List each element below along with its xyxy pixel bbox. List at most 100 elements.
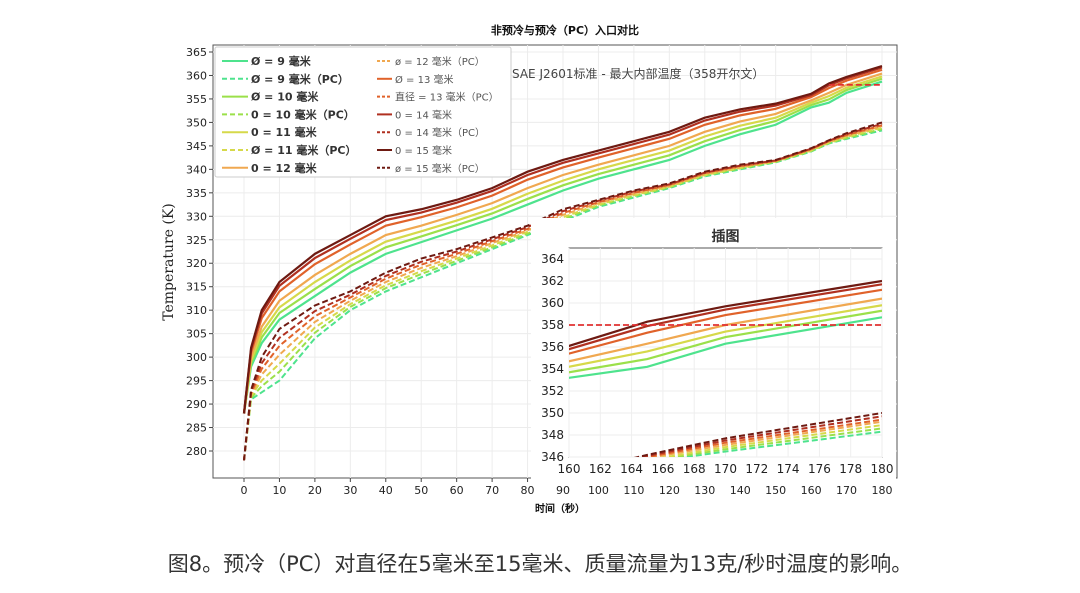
series-line bbox=[569, 309, 882, 374]
series-line bbox=[569, 297, 882, 363]
legend-label: ø = 12 毫米（PC） bbox=[395, 55, 485, 68]
y-tick-label: 320 bbox=[186, 257, 207, 270]
y-tick-label: 300 bbox=[186, 351, 207, 364]
x-tick-label: 60 bbox=[450, 484, 464, 497]
y-tick-label: 350 bbox=[186, 116, 207, 129]
legend-label: Ø = 9 毫米（PC） bbox=[251, 72, 349, 86]
y-axis-label: Temperature (K) bbox=[161, 203, 177, 321]
inset-series-group bbox=[569, 279, 882, 457]
x-tick-label: 170 bbox=[836, 484, 857, 497]
series-line bbox=[243, 121, 883, 461]
inset-y-tick-label: 346 bbox=[541, 450, 564, 464]
inset-x-tick-label: 168 bbox=[683, 462, 706, 476]
series-line bbox=[633, 412, 882, 457]
series-line bbox=[679, 430, 882, 457]
x-tick-label: 110 bbox=[623, 484, 644, 497]
legend-label: 0 = 14 毫米（PC） bbox=[395, 126, 485, 139]
legend-label: 0 = 14 毫米 bbox=[395, 108, 452, 121]
inset-x-tick-label: 162 bbox=[589, 462, 612, 476]
x-tick-label: 40 bbox=[379, 484, 393, 497]
inset-y-tick-label: 356 bbox=[541, 340, 564, 354]
series-line bbox=[242, 72, 883, 414]
legend-label: ø = 15 毫米（PC） bbox=[395, 162, 485, 175]
series-line bbox=[242, 75, 883, 414]
y-tick-label: 310 bbox=[186, 304, 207, 317]
series-line bbox=[647, 420, 882, 457]
y-tick-label: 340 bbox=[186, 163, 207, 176]
y-tick-label: 285 bbox=[186, 422, 207, 435]
y-tick-label: 345 bbox=[186, 140, 207, 153]
y-tick-label: 360 bbox=[186, 69, 207, 82]
inset-y-tick-label: 352 bbox=[541, 384, 564, 398]
inset-x-tick-label: 174 bbox=[777, 462, 800, 476]
x-tick-label: 30 bbox=[343, 484, 357, 497]
inset-y-tick-label: 348 bbox=[541, 428, 564, 442]
y-tick-label: 295 bbox=[186, 375, 207, 388]
figure-caption: 图8。预冷（PC）对直径在5毫米至15毫米、质量流量为13克/秒时温度的影响。 bbox=[167, 552, 913, 576]
series-line bbox=[569, 283, 882, 351]
series-line bbox=[569, 316, 882, 379]
inset-x-tick-label: 170 bbox=[714, 462, 737, 476]
series-line bbox=[242, 77, 883, 414]
legend-label: 0 = 12 毫米 bbox=[251, 161, 318, 175]
legend-label: Ø = 10 毫米 bbox=[251, 90, 319, 104]
inset-y-tick-label: 350 bbox=[541, 406, 564, 420]
inset-x-tick-label: 176 bbox=[808, 462, 831, 476]
series-line bbox=[638, 415, 882, 457]
y-tick-label: 355 bbox=[186, 93, 207, 106]
legend-label: 0 = 15 毫米 bbox=[395, 144, 452, 157]
series-line bbox=[660, 424, 882, 457]
series-line bbox=[242, 65, 883, 414]
y-tick-label: 325 bbox=[186, 234, 207, 247]
inset-y-tick-label: 362 bbox=[541, 274, 564, 288]
y-tick-label: 315 bbox=[186, 281, 207, 294]
legend-label: Ø = 11 毫米（PC） bbox=[251, 143, 357, 157]
legend-label: 0 = 10 毫米（PC） bbox=[251, 107, 355, 121]
inset-x-tick-label: 166 bbox=[651, 462, 674, 476]
series-line bbox=[669, 427, 882, 457]
inset-x-tick-label: 164 bbox=[620, 462, 643, 476]
x-tick-label: 50 bbox=[414, 484, 428, 497]
series-line bbox=[242, 68, 883, 414]
x-tick-label: 160 bbox=[801, 484, 822, 497]
inset-title: 插图 bbox=[712, 228, 740, 245]
x-tick-label: 70 bbox=[485, 484, 499, 497]
x-tick-label: 140 bbox=[730, 484, 751, 497]
inset-x-tick-label: 160 bbox=[558, 462, 581, 476]
x-tick-label: 130 bbox=[694, 484, 715, 497]
x-tick-label: 180 bbox=[872, 484, 893, 497]
legend-label: 0 = 11 毫米 bbox=[251, 125, 318, 139]
series-line bbox=[242, 80, 883, 414]
y-tick-label: 305 bbox=[186, 328, 207, 341]
inset-x-tick-label: 178 bbox=[839, 462, 862, 476]
x-tick-label: 20 bbox=[308, 484, 322, 497]
inset-y-tick-label: 358 bbox=[541, 318, 564, 332]
series-line bbox=[569, 288, 882, 355]
series-line bbox=[569, 304, 882, 368]
y-tick-label: 290 bbox=[186, 398, 207, 411]
x-tick-label: 0 bbox=[241, 484, 248, 497]
inset: 插图 160 162 164 166 168 170 172 174 176 178 180 346 34… bbox=[531, 218, 896, 485]
legend-label: Ø = 9 毫米 bbox=[251, 54, 312, 68]
x-axis-label: 时间（秒） bbox=[535, 502, 585, 515]
y-tick-label: 335 bbox=[186, 187, 207, 200]
chart-title: 非预冷与预冷（PC）入口对比 bbox=[491, 23, 639, 37]
x-tick-label: 90 bbox=[556, 484, 570, 497]
reference-line-label: SAE J2601标准 - 最大内部温度（358开尔文） bbox=[512, 66, 764, 81]
inset-y-tick-label: 360 bbox=[541, 296, 564, 310]
legend-box bbox=[214, 46, 512, 178]
series-line bbox=[242, 66, 883, 414]
series-line bbox=[642, 418, 882, 457]
legend-label: Ø = 13 毫米 bbox=[395, 73, 454, 86]
legend-label: 直径 = 13 毫米（PC） bbox=[395, 91, 499, 104]
x-tick-label: 80 bbox=[521, 484, 535, 497]
x-tick-label: 100 bbox=[588, 484, 609, 497]
inset-x-tick-label: 180 bbox=[871, 462, 894, 476]
inset-y-tick-label: 354 bbox=[541, 362, 564, 376]
y-tick-label: 330 bbox=[186, 210, 207, 223]
y-tick-label: 280 bbox=[186, 445, 207, 458]
x-tick-label: 10 bbox=[272, 484, 286, 497]
x-tick-label: 120 bbox=[659, 484, 680, 497]
inset-x-tick-label: 172 bbox=[745, 462, 768, 476]
